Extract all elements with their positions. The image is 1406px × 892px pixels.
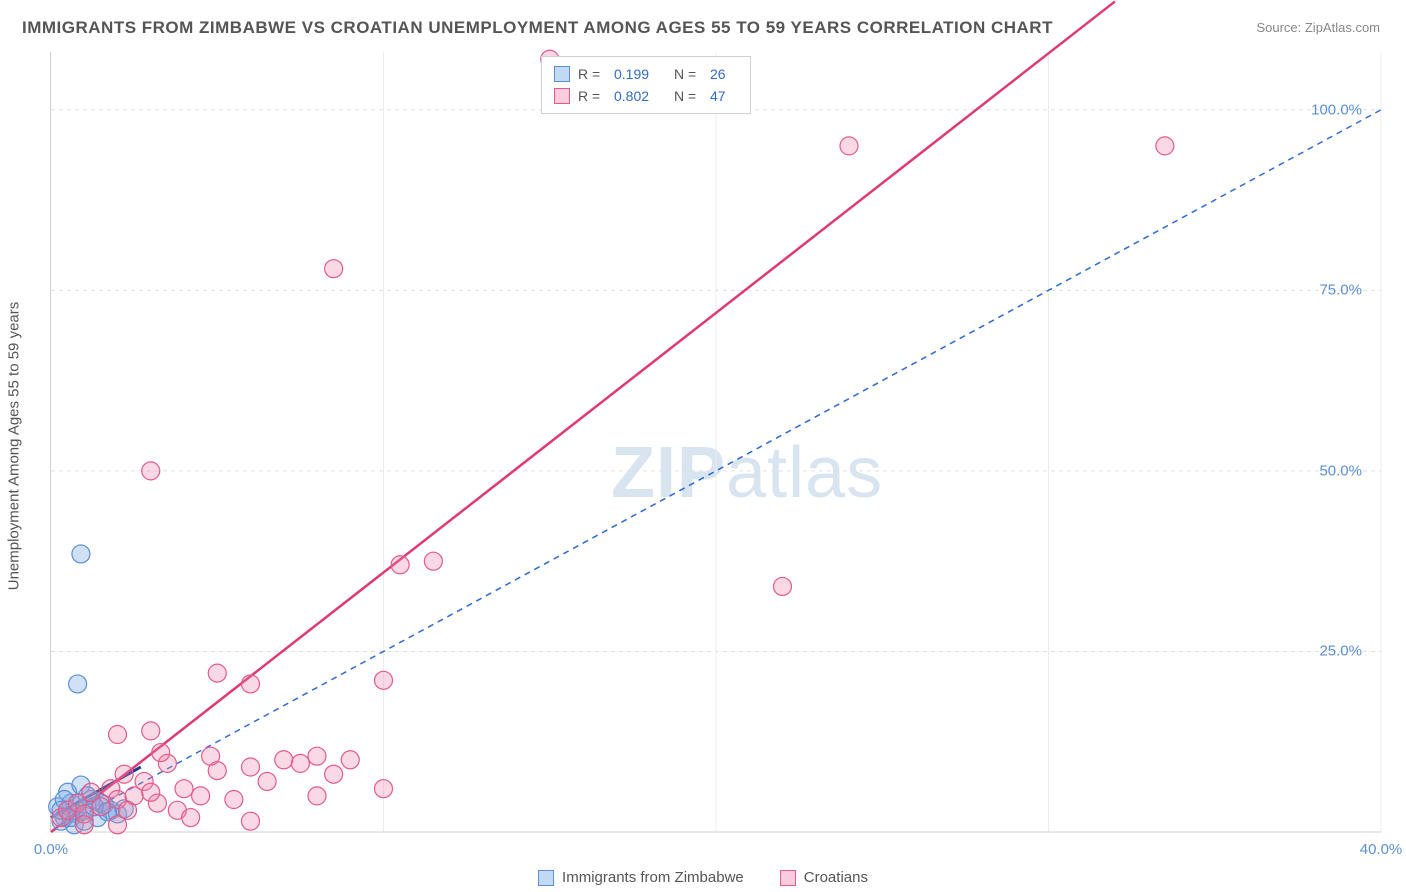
n-label: N = <box>674 66 702 82</box>
n-value-croatians: 47 <box>710 88 738 104</box>
series-legend: Immigrants from Zimbabwe Croatians <box>530 867 876 888</box>
stats-row-zimbabwe: R = 0.199 N = 26 <box>554 63 738 85</box>
swatch-blue <box>538 870 554 886</box>
legend-item-zimbabwe: Immigrants from Zimbabwe <box>538 869 744 886</box>
ytick-label: 75.0% <box>1319 282 1362 299</box>
ytick-label: 25.0% <box>1319 643 1362 660</box>
stats-legend: R = 0.199 N = 26 R = 0.802 N = 47 <box>541 56 751 114</box>
ytick-label: 50.0% <box>1319 462 1362 479</box>
stats-row-croatians: R = 0.802 N = 47 <box>554 85 738 107</box>
swatch-pink <box>780 870 796 886</box>
n-value-zimbabwe: 26 <box>710 66 738 82</box>
r-value-zimbabwe: 0.199 <box>614 66 666 82</box>
legend-label-croatians: Croatians <box>804 869 868 886</box>
r-label: R = <box>578 88 606 104</box>
r-value-croatians: 0.802 <box>614 88 666 104</box>
plot-svg <box>51 52 1380 832</box>
legend-item-croatians: Croatians <box>780 869 868 886</box>
swatch-pink <box>554 88 570 104</box>
plot-area: ZIPatlas R = 0.199 N = 26 R = 0.802 N = … <box>50 52 1380 832</box>
xtick-label: 0.0% <box>34 841 68 858</box>
ytick-label: 100.0% <box>1311 101 1362 118</box>
chart-title: IMMIGRANTS FROM ZIMBABWE VS CROATIAN UNE… <box>22 18 1053 38</box>
source-label: Source: ZipAtlas.com <box>1256 20 1380 35</box>
correlation-chart: IMMIGRANTS FROM ZIMBABWE VS CROATIAN UNE… <box>0 0 1406 892</box>
y-axis-label: Unemployment Among Ages 55 to 59 years <box>6 302 23 591</box>
legend-label-zimbabwe: Immigrants from Zimbabwe <box>562 869 744 886</box>
xtick-label: 40.0% <box>1360 841 1403 858</box>
swatch-blue <box>554 66 570 82</box>
r-label: R = <box>578 66 606 82</box>
n-label: N = <box>674 88 702 104</box>
